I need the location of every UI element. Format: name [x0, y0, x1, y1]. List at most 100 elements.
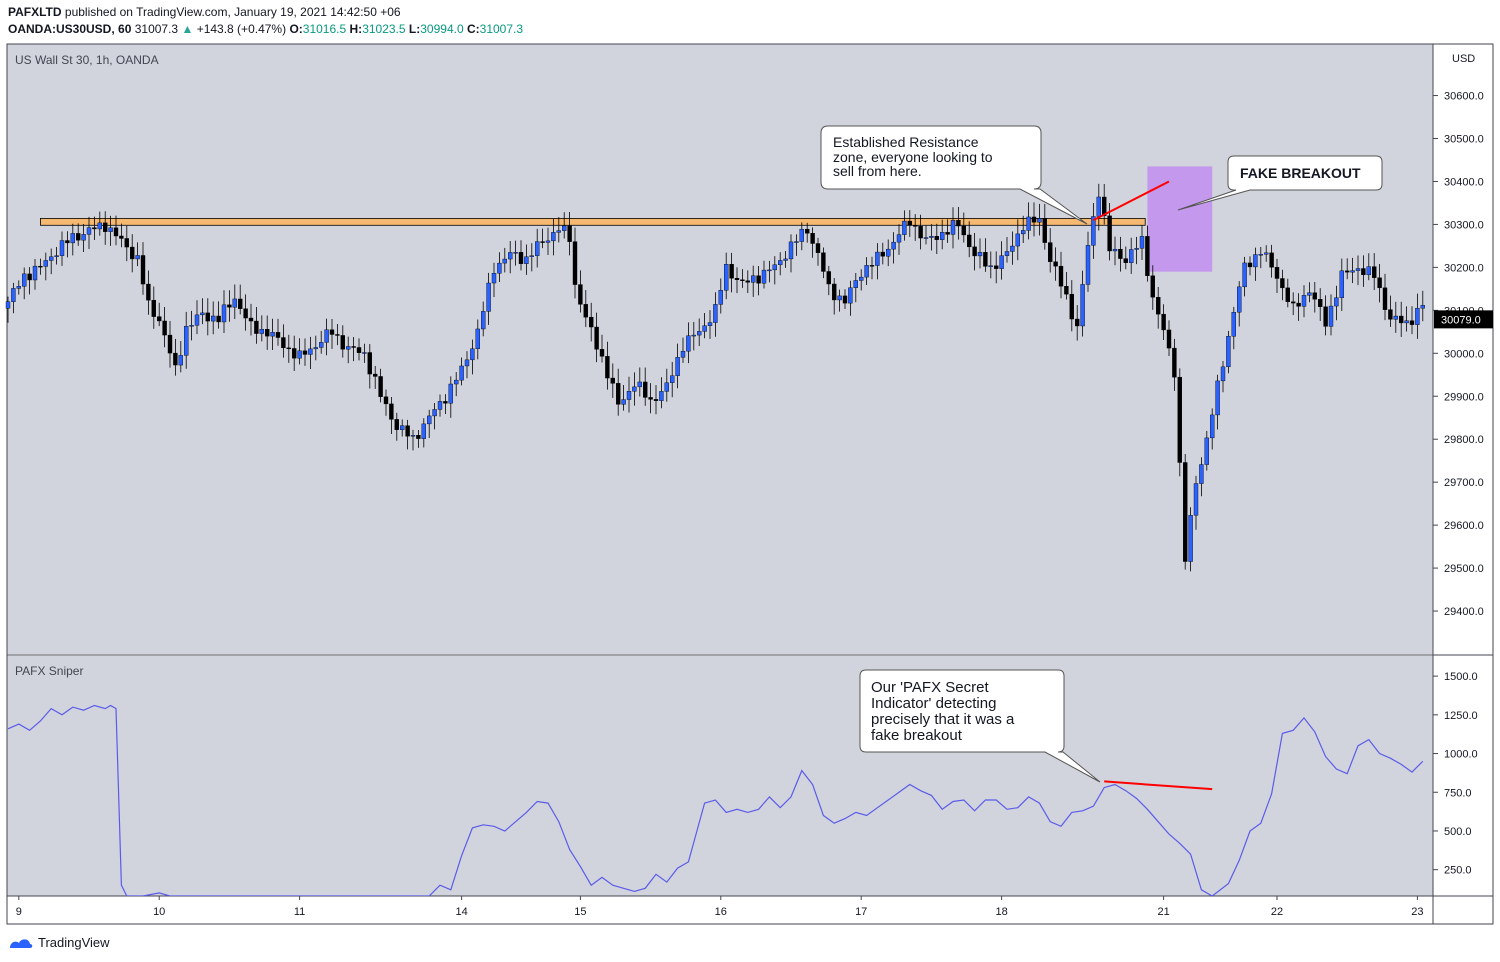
candle[interactable] [1285, 278, 1291, 308]
candle[interactable] [740, 269, 745, 288]
candle[interactable] [1150, 265, 1156, 310]
candle[interactable] [1004, 236, 1010, 263]
candle[interactable] [794, 234, 799, 256]
candle[interactable] [432, 402, 437, 430]
candle[interactable] [16, 280, 21, 295]
publisher-name[interactable]: PAFXLTD [8, 5, 62, 19]
indicator-callout-box[interactable] [859, 669, 1101, 783]
candle[interactable] [189, 310, 194, 341]
candle[interactable] [545, 227, 551, 256]
candle[interactable] [869, 256, 875, 280]
candle[interactable] [1118, 236, 1123, 272]
candle[interactable] [664, 368, 669, 402]
candle[interactable] [124, 225, 130, 262]
candle[interactable] [1312, 281, 1318, 313]
candle[interactable] [859, 269, 864, 291]
fake-breakout-highlight[interactable] [1147, 166, 1213, 272]
resistance-callout-box[interactable] [820, 125, 1088, 225]
candle[interactable] [648, 383, 653, 414]
candle[interactable] [54, 247, 59, 265]
candle[interactable] [745, 270, 750, 294]
candle[interactable] [237, 284, 243, 315]
candle[interactable] [535, 228, 540, 268]
candle[interactable] [464, 351, 470, 379]
candle[interactable] [1015, 219, 1020, 261]
candle[interactable] [643, 367, 648, 406]
candle[interactable] [38, 258, 43, 275]
candle[interactable] [907, 210, 912, 237]
candle[interactable] [194, 300, 200, 335]
candle[interactable] [729, 252, 734, 293]
candle[interactable] [929, 224, 934, 251]
candle[interactable] [567, 212, 572, 256]
breakout-trendline[interactable] [1092, 180, 1170, 222]
candle[interactable] [513, 240, 518, 266]
candle[interactable] [826, 265, 831, 296]
candle[interactable] [265, 315, 270, 350]
candle[interactable] [848, 280, 853, 316]
candle[interactable] [891, 232, 896, 264]
candle[interactable] [1193, 475, 1199, 530]
candle[interactable] [1350, 257, 1355, 283]
candle[interactable] [821, 247, 826, 279]
candle[interactable] [156, 302, 162, 327]
candle[interactable] [1058, 251, 1064, 299]
candle[interactable] [373, 365, 378, 389]
candle[interactable] [1355, 255, 1361, 286]
candle[interactable] [778, 252, 783, 276]
candle[interactable] [680, 337, 686, 363]
candle[interactable] [1398, 301, 1404, 337]
candle[interactable] [1258, 246, 1264, 269]
candle[interactable] [999, 241, 1004, 280]
candle[interactable] [1209, 408, 1215, 450]
candle[interactable] [1069, 280, 1075, 332]
candle[interactable] [783, 251, 788, 268]
candle[interactable] [767, 260, 772, 283]
candle[interactable] [200, 298, 205, 325]
candle[interactable] [1220, 361, 1226, 393]
candle[interactable] [578, 270, 583, 313]
indicator-pane-background[interactable] [7, 656, 1433, 896]
candle[interactable] [427, 409, 432, 438]
candle[interactable] [481, 301, 486, 337]
candle[interactable] [653, 385, 659, 415]
candle[interactable] [1155, 286, 1161, 329]
candle[interactable] [605, 341, 610, 390]
candle[interactable] [97, 211, 103, 236]
candle[interactable] [1101, 183, 1107, 225]
candle[interactable] [49, 248, 54, 275]
candle[interactable] [59, 231, 65, 266]
candle[interactable] [572, 227, 578, 299]
candle[interactable] [589, 302, 594, 342]
candle[interactable] [508, 241, 513, 274]
candle[interactable] [119, 223, 124, 248]
candle[interactable] [610, 363, 615, 398]
indicator-line[interactable] [7, 704, 1424, 897]
candle[interactable] [1166, 320, 1172, 357]
candle[interactable] [675, 343, 680, 389]
candle[interactable] [108, 215, 113, 246]
candle[interactable] [977, 238, 983, 269]
candle[interactable] [875, 243, 880, 280]
candle[interactable] [1371, 253, 1377, 291]
candle[interactable] [1301, 285, 1307, 318]
fake-breakout-callout-box[interactable] [1177, 155, 1383, 211]
candle[interactable] [27, 267, 32, 295]
candle[interactable] [324, 318, 329, 356]
candle[interactable] [637, 367, 642, 397]
candle[interactable] [918, 214, 923, 250]
candle[interactable] [286, 334, 291, 363]
candle[interactable] [135, 242, 140, 267]
candle[interactable] [1274, 258, 1280, 293]
candle[interactable] [1053, 247, 1058, 281]
candle[interactable] [248, 303, 254, 336]
candle[interactable] [1334, 285, 1339, 321]
candle[interactable] [346, 336, 351, 364]
candle[interactable] [756, 266, 761, 296]
candle[interactable] [707, 310, 713, 339]
candle[interactable] [378, 368, 383, 403]
candle[interactable] [5, 296, 11, 323]
candle[interactable] [1420, 290, 1426, 322]
candle[interactable] [1123, 246, 1129, 270]
